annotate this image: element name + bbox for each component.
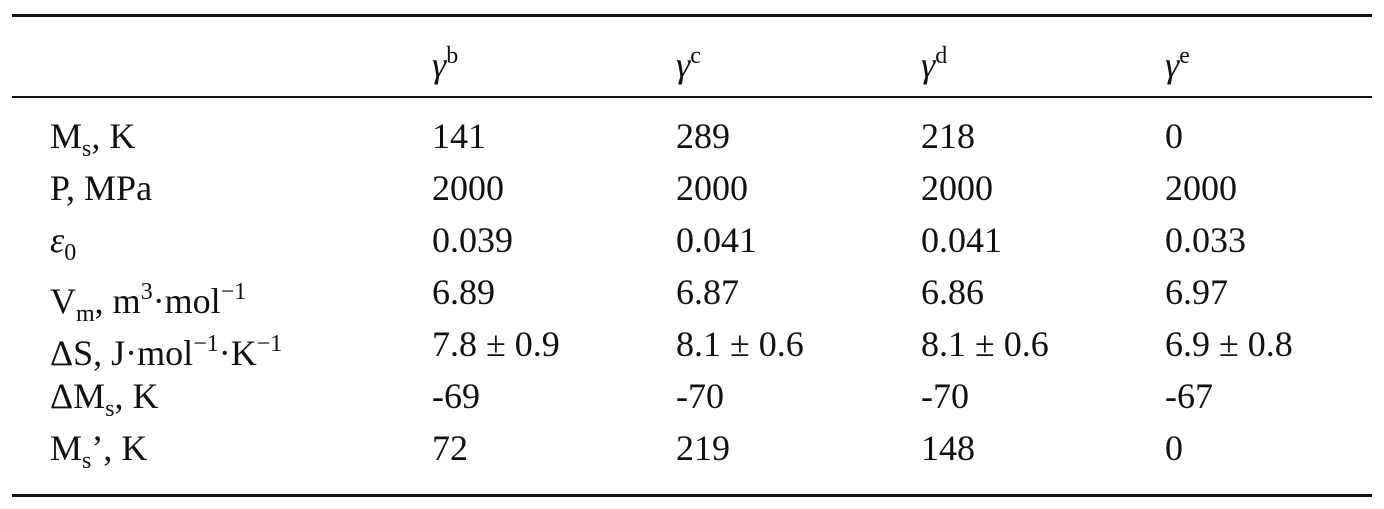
table-cell: 0.041 <box>676 220 757 260</box>
text-run: −1 <box>256 331 283 357</box>
text-run: , K <box>91 116 136 156</box>
table-cell: 7.8 ± 0.9 <box>432 324 560 364</box>
table-cell: 289 <box>676 116 730 156</box>
table-cell: 0 <box>1165 428 1183 468</box>
text-run: s <box>82 448 92 474</box>
text-run: m <box>76 301 95 327</box>
text-run: s <box>105 396 115 422</box>
text-run: ΔS, J·mol <box>50 333 194 373</box>
table-cell: 2000 <box>921 168 993 208</box>
table-cell: 2000 <box>1165 168 1237 208</box>
text-run: γ <box>676 45 691 85</box>
text-run: V <box>50 281 76 321</box>
text-run: −1 <box>220 279 247 305</box>
row-label: Ms, K <box>50 116 135 169</box>
row-label: Vm, m3·mol−1 <box>50 272 246 334</box>
table-cell: 6.9 ± 0.8 <box>1165 324 1293 364</box>
text-run: γ <box>432 45 447 85</box>
text-run: 0 <box>64 240 77 266</box>
table-cell: 72 <box>432 428 468 468</box>
text-run: s <box>82 136 92 162</box>
top-rule <box>12 14 1372 17</box>
table-cell: 0 <box>1165 116 1183 156</box>
text-run: ΔM <box>50 376 106 416</box>
text-run: c <box>690 43 701 69</box>
table-cell: 148 <box>921 428 975 468</box>
text-run: γ <box>921 45 936 85</box>
table-cell: -70 <box>921 376 969 416</box>
table-cell: 8.1 ± 0.6 <box>676 324 804 364</box>
header-rule <box>12 96 1372 98</box>
text-run: , m <box>94 281 141 321</box>
table-cell: 2000 <box>676 168 748 208</box>
row-label: ε0 <box>50 220 76 273</box>
header-cell: γe <box>1165 36 1190 85</box>
text-run: 3 <box>140 279 153 305</box>
text-run: ε <box>50 220 65 260</box>
table-cell: 8.1 ± 0.6 <box>921 324 1049 364</box>
text-run: ·mol <box>152 281 221 321</box>
header-cell: γd <box>921 36 947 85</box>
table-cell: 219 <box>676 428 730 468</box>
table-cell: -70 <box>676 376 724 416</box>
table-cell: 218 <box>921 116 975 156</box>
text-run: ’, K <box>91 428 148 468</box>
table-cell: 6.97 <box>1165 272 1228 312</box>
row-label: P, MPa <box>50 168 152 208</box>
header-cell: γb <box>432 36 458 85</box>
text-run: b <box>446 43 459 69</box>
text-run: γ <box>1165 45 1180 85</box>
table-cell: 0.033 <box>1165 220 1246 260</box>
table-cell: 6.87 <box>676 272 739 312</box>
text-run: e <box>1179 43 1190 69</box>
table-cell: -69 <box>432 376 480 416</box>
bottom-rule <box>12 494 1372 497</box>
table-cell: -67 <box>1165 376 1213 416</box>
text-run: M <box>50 428 83 468</box>
table-cell: 0.039 <box>432 220 513 260</box>
table-cell: 6.86 <box>921 272 984 312</box>
table-cell: 0.041 <box>921 220 1002 260</box>
row-label: Ms’, K <box>50 428 147 481</box>
table-cell: 2000 <box>432 168 504 208</box>
text-run: P, MPa <box>50 168 153 208</box>
row-label: ΔS, J·mol−1·K−1 <box>50 324 282 373</box>
table-cell: 141 <box>432 116 486 156</box>
text-run: ·K <box>218 333 257 373</box>
text-run: M <box>50 116 83 156</box>
text-run: −1 <box>193 331 219 357</box>
text-run: , K <box>114 376 159 416</box>
text-run: d <box>935 43 948 69</box>
row-label: ΔMs, K <box>50 376 159 429</box>
table-cell: 6.89 <box>432 272 495 312</box>
header-cell: γc <box>676 36 701 85</box>
